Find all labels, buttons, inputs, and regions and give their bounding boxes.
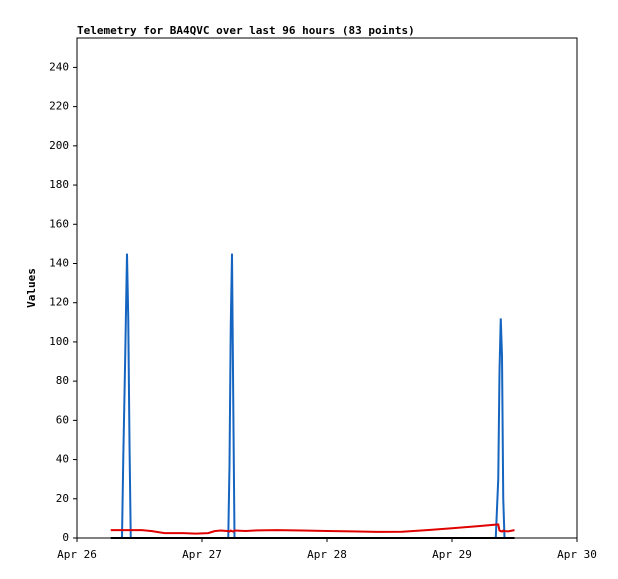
x-tick-label: Apr 29 — [432, 548, 472, 561]
y-tick-label: 140 — [49, 256, 69, 269]
x-tick-label: Apr 30 — [557, 548, 597, 561]
y-tick-label: 120 — [49, 296, 69, 309]
y-tick-label: 220 — [49, 100, 69, 113]
y-tick-label: 240 — [49, 60, 69, 73]
y-tick-label: 0 — [62, 531, 69, 544]
series-line — [110, 253, 515, 539]
chart-title: Telemetry for BA4QVC over last 96 hours … — [77, 24, 415, 37]
y-tick-label: 40 — [56, 453, 69, 466]
x-tick-label: Apr 27 — [182, 548, 222, 561]
y-tick-label: 160 — [49, 217, 69, 230]
y-tick-label: 20 — [56, 492, 69, 505]
y-tick-label: 180 — [49, 178, 69, 191]
y-tick-label: 80 — [56, 374, 69, 387]
y-axis-label: Values — [25, 268, 38, 308]
x-tick-label: Apr 28 — [307, 548, 347, 561]
y-tick-label: 100 — [49, 335, 69, 348]
x-tick-label: Apr 26 — [57, 548, 97, 561]
series-line — [110, 523, 515, 535]
y-tick-label: 200 — [49, 139, 69, 152]
y-tick-label: 60 — [56, 413, 69, 426]
